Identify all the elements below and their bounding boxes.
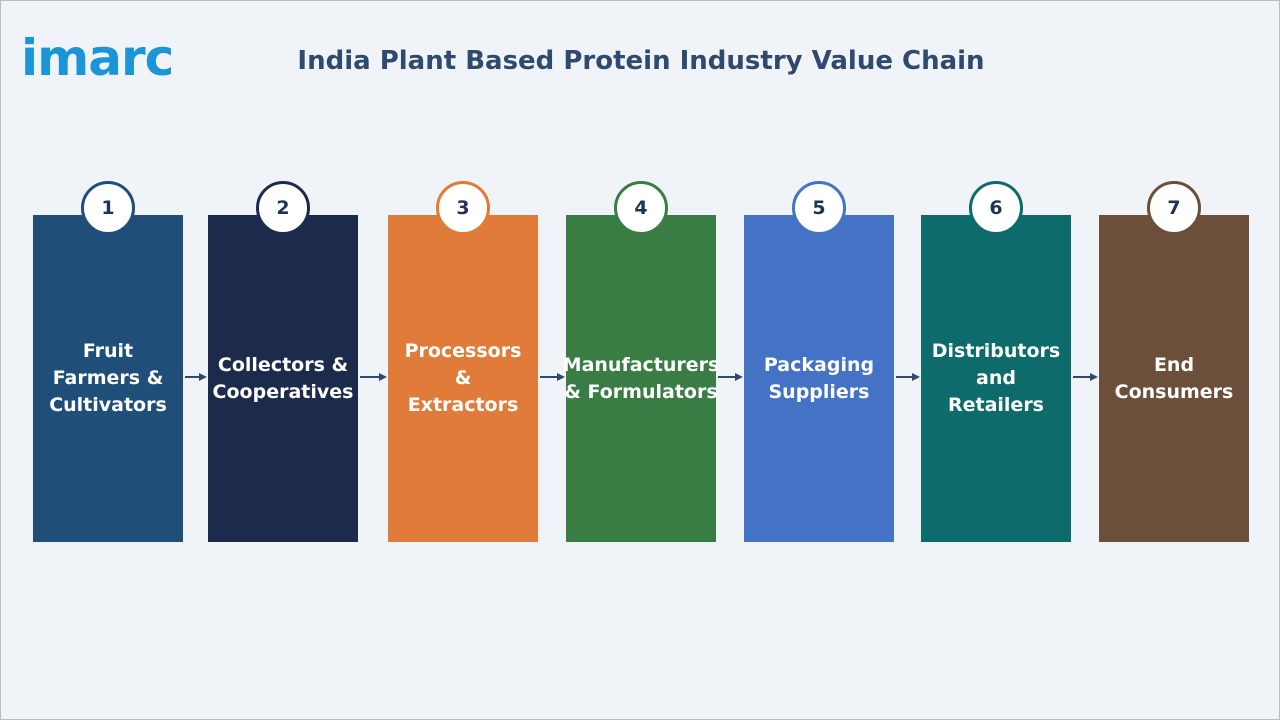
- arrow: [896, 373, 920, 381]
- step-label: Fruit Farmers & Cultivators: [49, 340, 167, 416]
- title: India Plant Based Protein Industry Value…: [297, 46, 985, 76]
- step-label: Collectors & Cooperatives: [212, 353, 354, 403]
- step-box: Processors & Extractors: [388, 215, 538, 542]
- step-label: Distributors and Retailers: [931, 340, 1061, 416]
- step-box: Packaging Suppliers: [744, 215, 894, 542]
- step-number: 1: [81, 181, 135, 235]
- arrow: [1073, 373, 1098, 381]
- step-box: Distributors and Retailers: [921, 215, 1071, 542]
- step-label: Processors & Extractors: [404, 340, 522, 416]
- step-number: 4: [614, 181, 668, 235]
- arrow: [718, 373, 743, 381]
- step-box: End Consumers: [1099, 215, 1249, 542]
- step-label: Packaging Suppliers: [763, 353, 875, 403]
- arrow: [185, 373, 207, 381]
- step-box: Fruit Farmers & Cultivators: [33, 215, 183, 542]
- step-box: Manufacturers & Formulators: [563, 215, 719, 542]
- step-label: End Consumers: [1114, 353, 1234, 403]
- step-number: 6: [969, 181, 1023, 235]
- step-number: 7: [1147, 181, 1201, 235]
- arrow: [360, 373, 387, 381]
- step-label: Manufacturers & Formulators: [562, 353, 720, 403]
- step-number: 5: [792, 181, 846, 235]
- step-number: 2: [256, 181, 310, 235]
- step-box: Collectors & Cooperatives: [208, 215, 358, 542]
- arrow: [540, 373, 565, 381]
- step-number: 3: [436, 181, 490, 235]
- logo: imarc: [21, 29, 174, 87]
